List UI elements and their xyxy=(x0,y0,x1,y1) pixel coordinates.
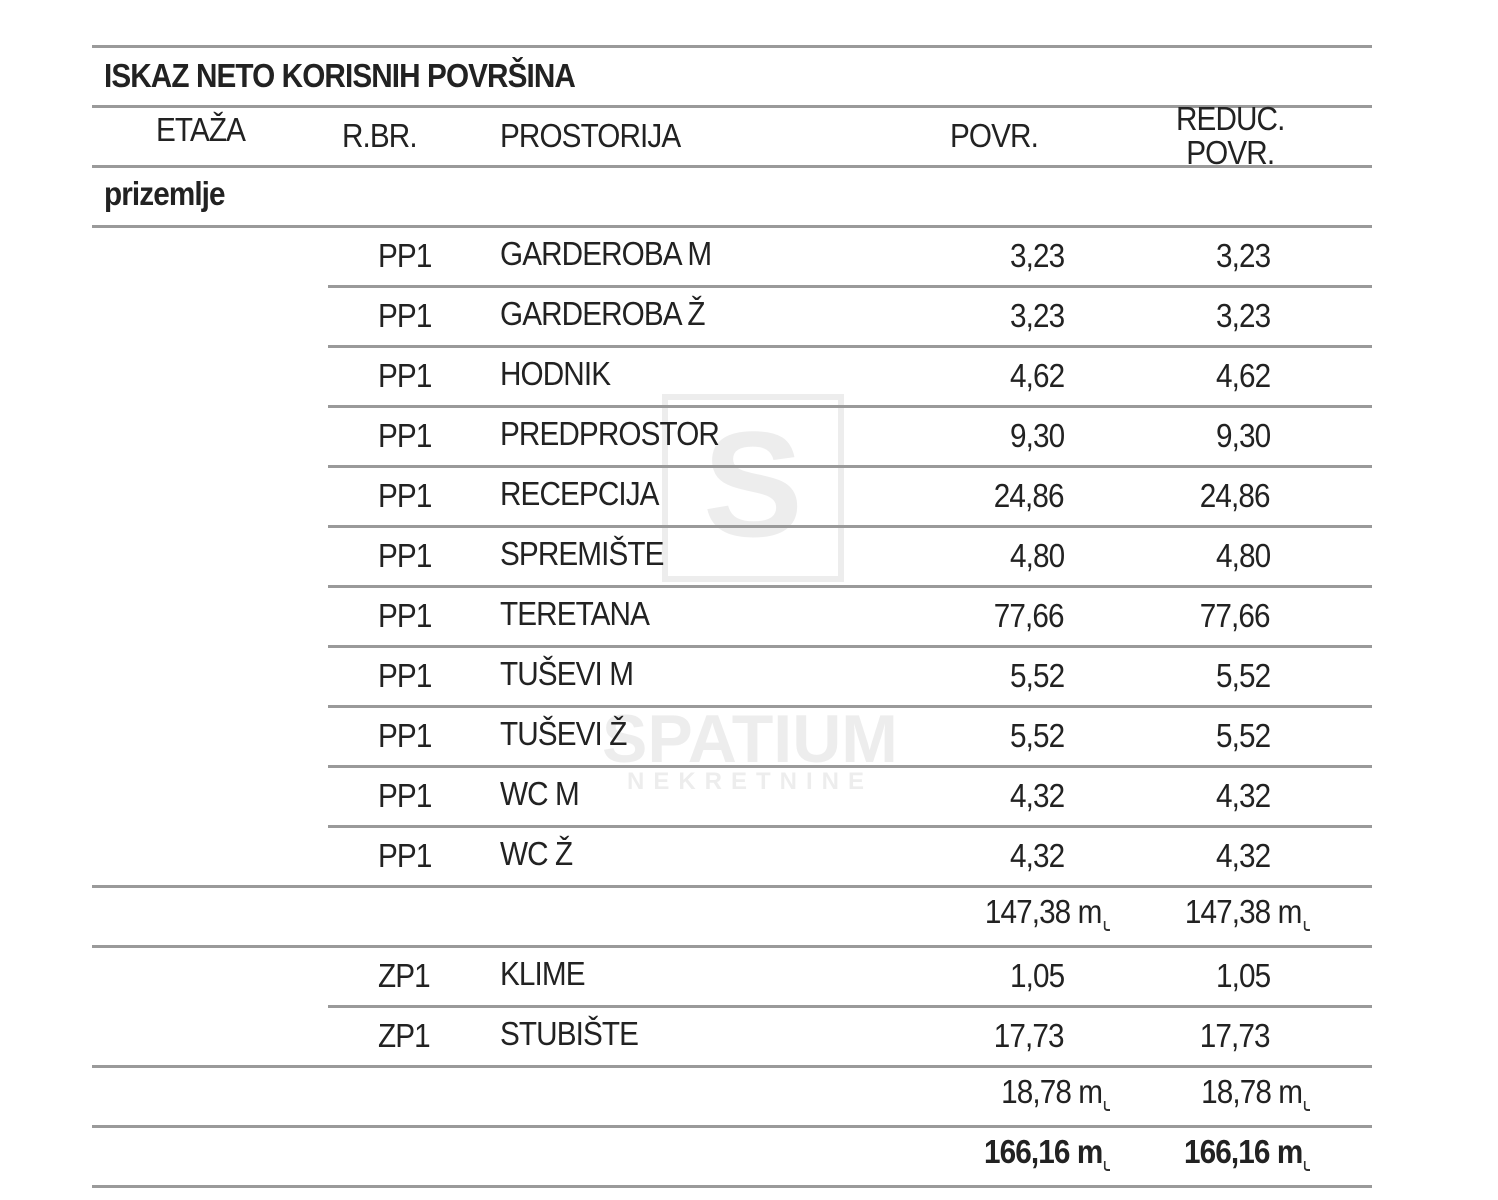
room-number: PP1 xyxy=(378,537,432,574)
room-name: HODNIK xyxy=(500,355,611,392)
header-prostorija: PROSTORIJA xyxy=(500,117,681,154)
room-number: PP1 xyxy=(378,237,432,274)
room-number: PP1 xyxy=(378,597,432,634)
room-number: PP1 xyxy=(378,657,432,694)
area-value: 3,23 xyxy=(1009,297,1065,334)
reduced-area-value: 3,23 xyxy=(1215,237,1271,274)
subtotal-row-1: 147,38 m 147,38 m xyxy=(92,888,1372,948)
floor-row: prizemlje xyxy=(92,168,1372,228)
subtotal-povr: 18,78 m xyxy=(1001,1062,1110,1122)
table-row: PP1 WC M 4,32 4,32 xyxy=(92,768,1372,828)
table-row: PP1 HODNIK 4,62 4,62 xyxy=(92,348,1372,408)
room-name: GARDEROBA Ž xyxy=(500,295,706,332)
area-value: 77,66 xyxy=(994,597,1065,634)
total-row: 166,16 m 166,16 m xyxy=(92,1128,1372,1188)
header-rbr: R.BR. xyxy=(342,117,418,154)
table-row: PP1 PREDPROSTOR 9,30 9,30 xyxy=(92,408,1372,468)
header-etaza: ETAŽA xyxy=(156,111,246,148)
table-row: PP1 RECEPCIJA 24,86 24,86 xyxy=(92,468,1372,528)
room-number: PP1 xyxy=(378,777,432,814)
reduced-area-value: 17,73 xyxy=(1200,1017,1271,1054)
header-reduc: REDUC. POVR. xyxy=(1176,100,1285,171)
total-reduc: 166,16 m xyxy=(1184,1122,1310,1182)
room-number: PP1 xyxy=(378,417,432,454)
table-row: PP1 TERETANA 77,66 77,66 xyxy=(92,588,1372,648)
room-number: PP1 xyxy=(378,837,432,874)
area-value: 3,23 xyxy=(1009,237,1065,274)
room-name: WC M xyxy=(500,775,580,812)
reduced-area-value: 4,32 xyxy=(1215,777,1271,814)
table-row: ZP1 STUBIŠTE 17,73 17,73 xyxy=(92,1008,1372,1068)
subtotal-reduc: 18,78 m xyxy=(1201,1062,1310,1122)
room-name: GARDEROBA M xyxy=(500,235,712,272)
room-name: RECEPCIJA xyxy=(500,475,659,512)
room-name: KLIME xyxy=(500,955,586,992)
area-value: 4,62 xyxy=(1009,357,1065,394)
reduced-area-value: 4,80 xyxy=(1215,537,1271,574)
table-row: PP1 SPREMIŠTE 4,80 4,80 xyxy=(92,528,1372,588)
total-povr: 166,16 m xyxy=(984,1122,1110,1182)
area-value: 9,30 xyxy=(1009,417,1065,454)
reduced-area-value: 9,30 xyxy=(1215,417,1271,454)
area-value: 5,52 xyxy=(1009,657,1065,694)
header-row: ETAŽA R.BR. PROSTORIJA POVR. REDUC. POVR. xyxy=(92,102,1372,170)
table-row: PP1 GARDEROBA M 3,23 3,23 xyxy=(92,228,1372,288)
room-name: TUŠEVI Ž xyxy=(500,715,627,752)
reduced-area-value: 5,52 xyxy=(1215,717,1271,754)
subtotal-row-2: 18,78 m 18,78 m xyxy=(92,1065,1372,1128)
room-number: PP1 xyxy=(378,717,432,754)
reduced-area-value: 1,05 xyxy=(1215,957,1271,994)
reduced-area-value: 77,66 xyxy=(1200,597,1271,634)
room-name: STUBIŠTE xyxy=(500,1015,639,1052)
room-name: PREDPROSTOR xyxy=(500,415,720,452)
table-title: ISKAZ NETO KORISNIH POVRŠINA xyxy=(104,57,576,94)
group-1: PP1 GARDEROBA M 3,23 3,23 PP1 GARDEROBA Ž 3,23… xyxy=(92,228,1372,888)
reduced-area-value: 5,52 xyxy=(1215,657,1271,694)
header-reduc-line1: REDUC. xyxy=(1176,100,1285,137)
area-value: 5,52 xyxy=(1009,717,1065,754)
room-number: ZP1 xyxy=(378,957,431,994)
room-name: SPREMIŠTE xyxy=(500,535,664,572)
area-value: 1,05 xyxy=(1009,957,1065,994)
room-name: WC Ž xyxy=(500,835,573,872)
area-table: ISKAZ NETO KORISNIH POVRŠINA ETAŽA R.BR.… xyxy=(92,45,1372,1188)
area-value: 24,86 xyxy=(994,477,1065,514)
reduced-area-value: 4,32 xyxy=(1215,837,1271,874)
table-title-row: ISKAZ NETO KORISNIH POVRŠINA xyxy=(92,48,1372,108)
area-value: 4,32 xyxy=(1009,837,1065,874)
room-number: PP1 xyxy=(378,357,432,394)
table-row: PP1 GARDEROBA Ž 3,23 3,23 xyxy=(92,288,1372,348)
room-name: TUŠEVI M xyxy=(500,655,634,692)
subtotal-povr: 147,38 m xyxy=(985,882,1110,942)
reduced-area-value: 3,23 xyxy=(1215,297,1271,334)
room-number: PP1 xyxy=(378,477,432,514)
room-number: PP1 xyxy=(378,297,432,334)
reduced-area-value: 4,62 xyxy=(1215,357,1271,394)
table-row: PP1 TUŠEVI Ž 5,52 5,52 xyxy=(92,708,1372,768)
area-value: 4,32 xyxy=(1009,777,1065,814)
floor-label: prizemlje xyxy=(104,175,226,212)
group-2: ZP1 KLIME 1,05 1,05 ZP1 STUBIŠTE 17,73 17,73 xyxy=(92,948,1372,1068)
room-name: TERETANA xyxy=(500,595,650,632)
room-number: ZP1 xyxy=(378,1017,431,1054)
reduced-area-value: 24,86 xyxy=(1200,477,1271,514)
area-value: 4,80 xyxy=(1009,537,1065,574)
area-value: 17,73 xyxy=(994,1017,1065,1054)
header-povr: POVR. xyxy=(950,117,1039,154)
subtotal-reduc: 147,38 m xyxy=(1185,882,1310,942)
header-reduc-line2: POVR. xyxy=(1186,134,1275,171)
table-row: PP1 WC Ž 4,32 4,32 xyxy=(92,828,1372,888)
table-row: ZP1 KLIME 1,05 1,05 xyxy=(92,948,1372,1008)
table-row: PP1 TUŠEVI M 5,52 5,52 xyxy=(92,648,1372,708)
